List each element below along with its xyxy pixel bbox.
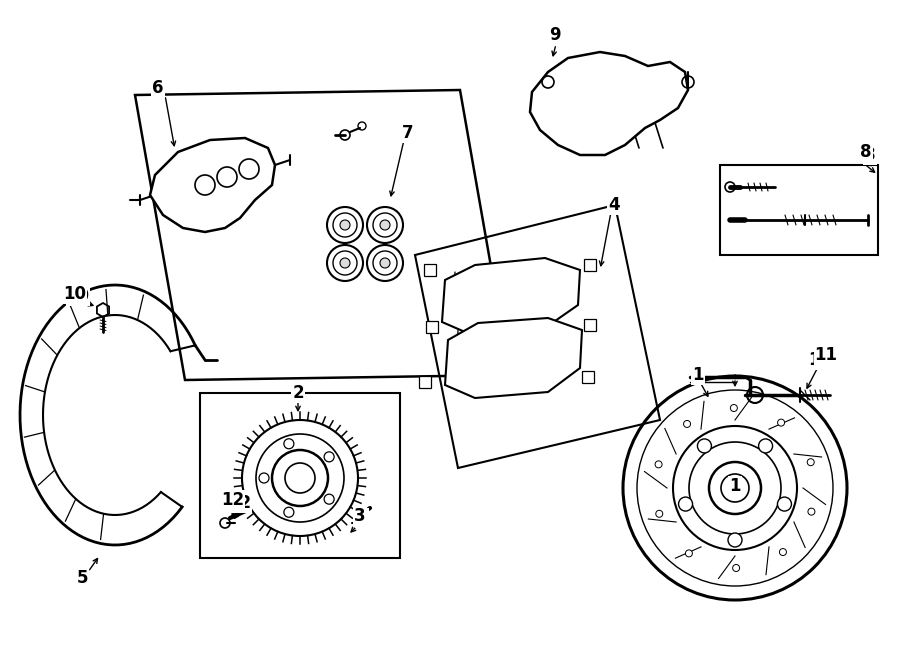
Polygon shape — [530, 52, 688, 155]
Circle shape — [779, 549, 787, 555]
Text: 11: 11 — [808, 351, 832, 369]
Bar — [720, 165, 878, 255]
Circle shape — [778, 497, 791, 511]
Circle shape — [373, 251, 397, 275]
Bar — [584, 259, 596, 271]
Circle shape — [239, 159, 259, 179]
Text: 8: 8 — [864, 146, 876, 164]
Circle shape — [733, 564, 740, 572]
Circle shape — [656, 510, 662, 518]
Bar — [426, 321, 438, 333]
Circle shape — [367, 207, 403, 243]
Text: 3: 3 — [355, 507, 365, 525]
Bar — [424, 264, 436, 276]
Circle shape — [380, 220, 390, 230]
Circle shape — [380, 258, 390, 268]
Circle shape — [807, 459, 815, 466]
Polygon shape — [442, 258, 580, 335]
Circle shape — [284, 507, 294, 518]
Circle shape — [698, 439, 711, 453]
Circle shape — [655, 461, 662, 468]
Polygon shape — [445, 318, 582, 398]
Text: 11: 11 — [814, 346, 838, 364]
Circle shape — [333, 251, 357, 275]
Circle shape — [759, 439, 772, 453]
Circle shape — [333, 213, 357, 237]
Text: 10: 10 — [64, 285, 86, 303]
Circle shape — [808, 508, 814, 515]
Text: 12: 12 — [229, 494, 252, 512]
Circle shape — [686, 550, 692, 557]
Circle shape — [327, 245, 363, 281]
Circle shape — [731, 405, 737, 412]
Text: 9: 9 — [549, 26, 561, 44]
Circle shape — [324, 494, 334, 504]
Circle shape — [195, 175, 215, 195]
Circle shape — [728, 533, 742, 547]
Circle shape — [778, 419, 785, 426]
Text: 10: 10 — [67, 287, 89, 305]
Text: 5: 5 — [76, 569, 88, 587]
Text: 5: 5 — [76, 569, 88, 587]
Circle shape — [684, 420, 690, 428]
Circle shape — [259, 473, 269, 483]
Text: 2: 2 — [292, 384, 304, 402]
Text: 1: 1 — [692, 366, 704, 384]
Bar — [582, 371, 594, 383]
Circle shape — [679, 497, 692, 511]
Text: 4: 4 — [608, 196, 620, 214]
Bar — [584, 319, 596, 331]
Circle shape — [324, 452, 334, 462]
Text: 8: 8 — [860, 143, 872, 161]
Text: 2: 2 — [292, 384, 304, 402]
Bar — [200, 393, 400, 558]
Text: 3: 3 — [356, 509, 368, 527]
Text: 7: 7 — [402, 124, 414, 142]
Circle shape — [327, 207, 363, 243]
Text: 12: 12 — [221, 491, 245, 509]
Circle shape — [284, 439, 294, 449]
Polygon shape — [150, 138, 275, 232]
Circle shape — [367, 245, 403, 281]
Text: 6: 6 — [152, 79, 164, 97]
Circle shape — [373, 213, 397, 237]
Circle shape — [340, 258, 350, 268]
Text: 1: 1 — [729, 477, 741, 495]
Bar — [419, 376, 431, 388]
Circle shape — [340, 220, 350, 230]
Circle shape — [217, 167, 237, 187]
